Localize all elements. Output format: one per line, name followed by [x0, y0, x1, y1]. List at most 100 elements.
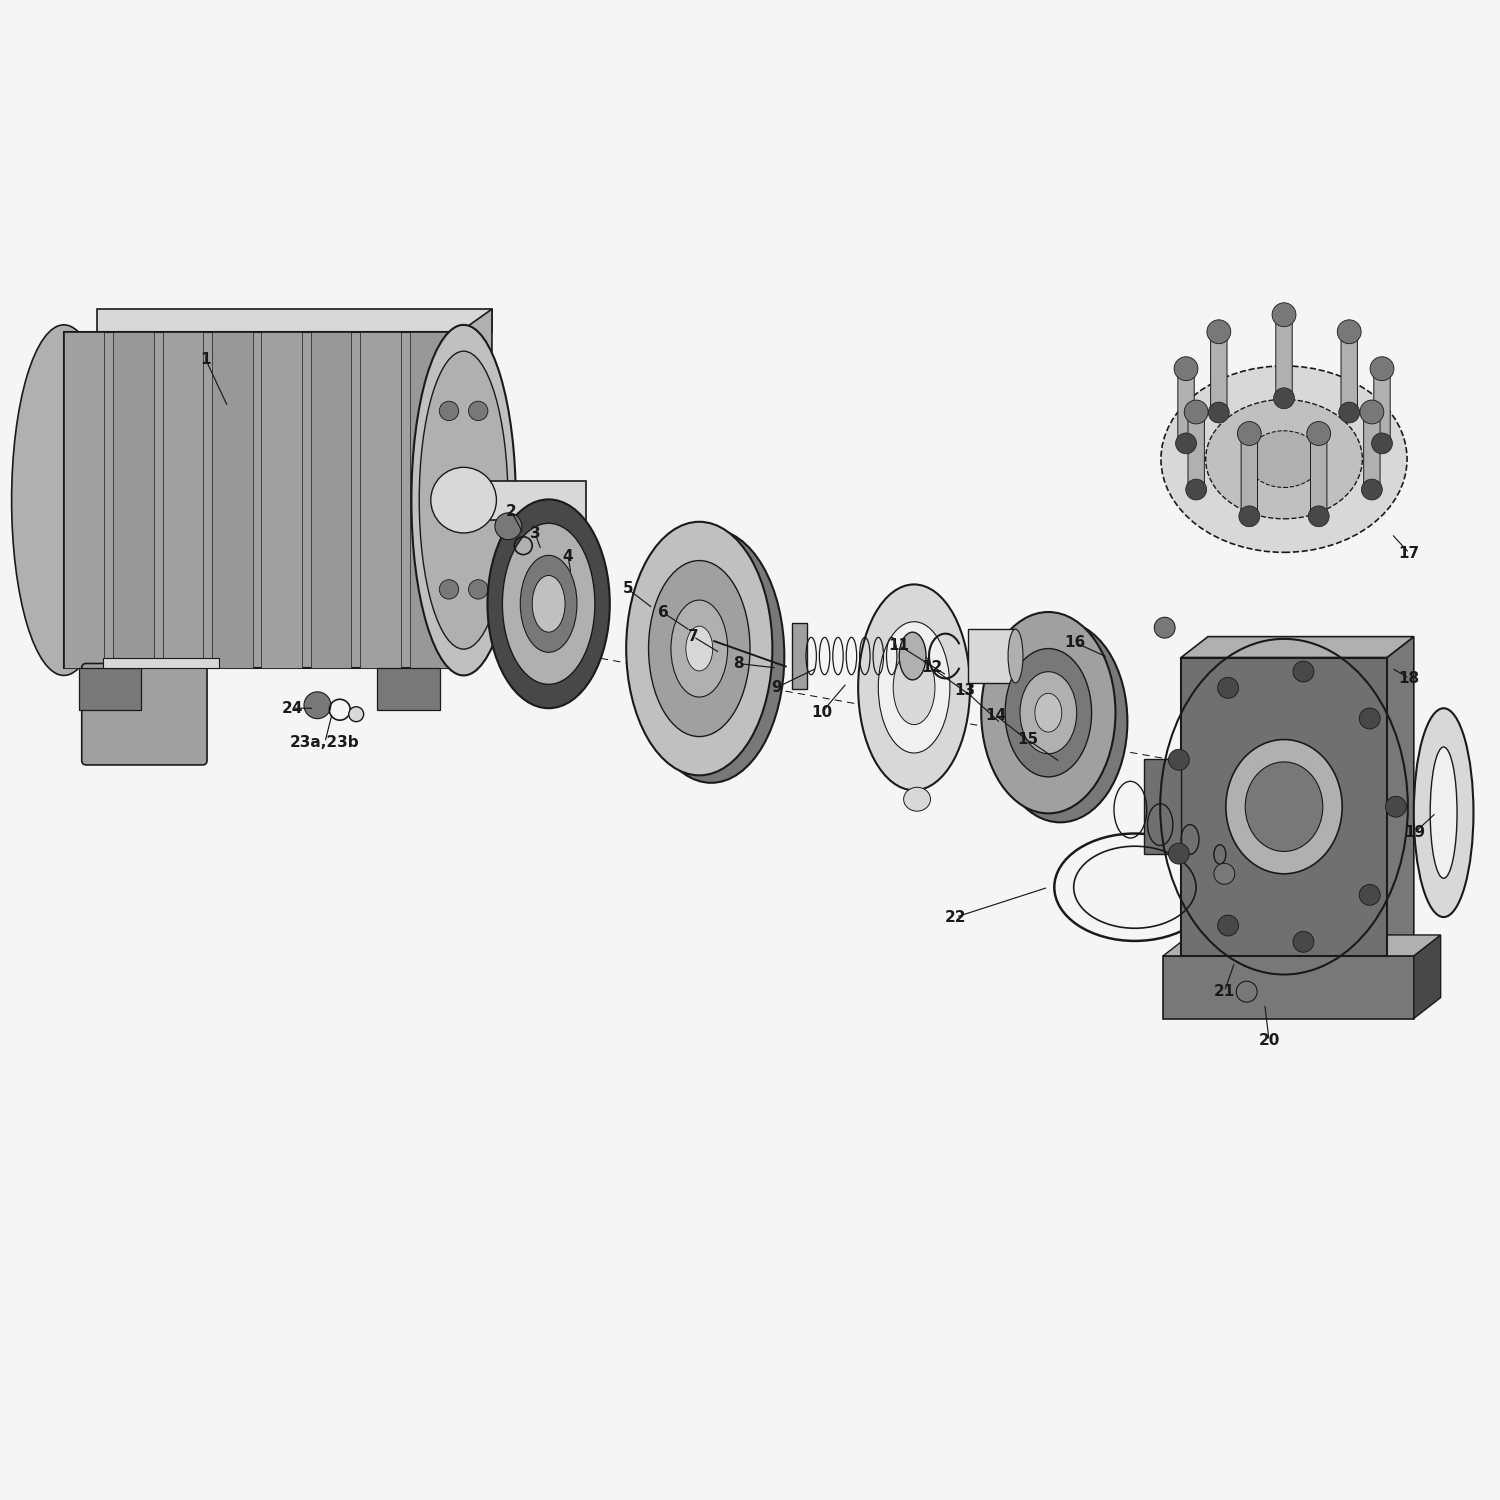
Polygon shape [310, 333, 351, 668]
Ellipse shape [898, 632, 926, 680]
Circle shape [1340, 402, 1359, 423]
Polygon shape [1388, 636, 1414, 956]
Circle shape [1208, 320, 1230, 344]
Circle shape [1272, 303, 1296, 327]
Polygon shape [64, 333, 459, 668]
Ellipse shape [12, 326, 116, 675]
Polygon shape [1180, 657, 1388, 956]
Text: 22: 22 [945, 909, 966, 924]
Circle shape [1184, 400, 1208, 424]
Text: 24: 24 [282, 700, 303, 715]
Ellipse shape [638, 530, 784, 783]
Polygon shape [162, 333, 202, 668]
Ellipse shape [1246, 430, 1322, 488]
Text: 8: 8 [734, 656, 744, 670]
Polygon shape [360, 333, 401, 668]
Circle shape [1209, 402, 1230, 423]
Text: 10: 10 [812, 705, 832, 720]
FancyBboxPatch shape [1374, 368, 1390, 446]
Circle shape [1306, 422, 1330, 446]
Ellipse shape [1430, 747, 1456, 879]
Text: 19: 19 [1404, 825, 1426, 840]
Polygon shape [64, 333, 105, 668]
Circle shape [1168, 843, 1190, 864]
Circle shape [1386, 796, 1407, 818]
Polygon shape [102, 658, 219, 668]
Circle shape [495, 513, 522, 540]
Ellipse shape [670, 600, 728, 698]
Circle shape [1362, 478, 1383, 500]
Text: 9: 9 [771, 680, 782, 694]
Circle shape [1218, 915, 1239, 936]
FancyBboxPatch shape [1341, 330, 1358, 414]
Text: 5: 5 [622, 582, 633, 597]
Circle shape [1176, 433, 1197, 454]
Text: 6: 6 [658, 606, 669, 621]
Circle shape [1359, 708, 1380, 729]
Text: 13: 13 [954, 682, 975, 698]
Circle shape [1293, 662, 1314, 682]
Text: 7: 7 [688, 628, 699, 644]
Circle shape [1236, 981, 1257, 1002]
Circle shape [1338, 320, 1360, 344]
Ellipse shape [1020, 672, 1077, 753]
FancyBboxPatch shape [1178, 368, 1194, 446]
FancyBboxPatch shape [1364, 411, 1380, 491]
Text: 20: 20 [1258, 1034, 1280, 1048]
Text: 11: 11 [888, 638, 909, 652]
Text: 3: 3 [530, 526, 540, 542]
Ellipse shape [520, 555, 578, 652]
Ellipse shape [1245, 762, 1323, 852]
Polygon shape [459, 309, 492, 668]
Circle shape [1238, 422, 1262, 446]
FancyBboxPatch shape [792, 622, 807, 688]
FancyBboxPatch shape [1188, 411, 1204, 491]
Text: 21: 21 [1214, 984, 1234, 999]
Ellipse shape [648, 561, 750, 736]
Polygon shape [410, 333, 450, 668]
Ellipse shape [1008, 628, 1023, 682]
Circle shape [1371, 433, 1392, 454]
Circle shape [1359, 885, 1380, 906]
Ellipse shape [1226, 740, 1342, 874]
FancyBboxPatch shape [968, 628, 1016, 682]
Ellipse shape [1206, 399, 1362, 519]
Circle shape [468, 579, 488, 598]
Text: 4: 4 [562, 549, 573, 564]
Circle shape [468, 400, 488, 420]
Circle shape [1214, 864, 1234, 885]
Ellipse shape [879, 621, 950, 753]
Text: 2: 2 [506, 504, 516, 519]
Ellipse shape [419, 351, 509, 650]
FancyBboxPatch shape [81, 663, 207, 765]
FancyBboxPatch shape [1210, 330, 1227, 414]
Circle shape [1370, 357, 1394, 381]
Ellipse shape [1035, 693, 1062, 732]
FancyBboxPatch shape [78, 668, 141, 710]
FancyBboxPatch shape [1276, 314, 1292, 401]
Circle shape [430, 468, 496, 532]
Polygon shape [1162, 956, 1414, 1018]
Polygon shape [211, 333, 252, 668]
Circle shape [1154, 616, 1174, 638]
FancyBboxPatch shape [459, 482, 586, 519]
Ellipse shape [892, 650, 934, 724]
Circle shape [1360, 400, 1384, 424]
Ellipse shape [981, 612, 1116, 813]
Polygon shape [1180, 636, 1414, 657]
Ellipse shape [1005, 648, 1092, 777]
Ellipse shape [993, 621, 1128, 822]
Text: 14: 14 [986, 708, 1006, 723]
Circle shape [1239, 506, 1260, 526]
Polygon shape [96, 309, 492, 333]
Circle shape [1168, 750, 1190, 770]
Ellipse shape [411, 326, 516, 675]
Circle shape [348, 706, 363, 722]
Circle shape [1308, 506, 1329, 526]
Ellipse shape [858, 585, 970, 790]
Ellipse shape [686, 626, 712, 670]
Ellipse shape [503, 524, 596, 684]
Text: 16: 16 [1065, 634, 1086, 650]
Text: 15: 15 [1017, 732, 1038, 747]
Text: 1: 1 [201, 351, 211, 366]
